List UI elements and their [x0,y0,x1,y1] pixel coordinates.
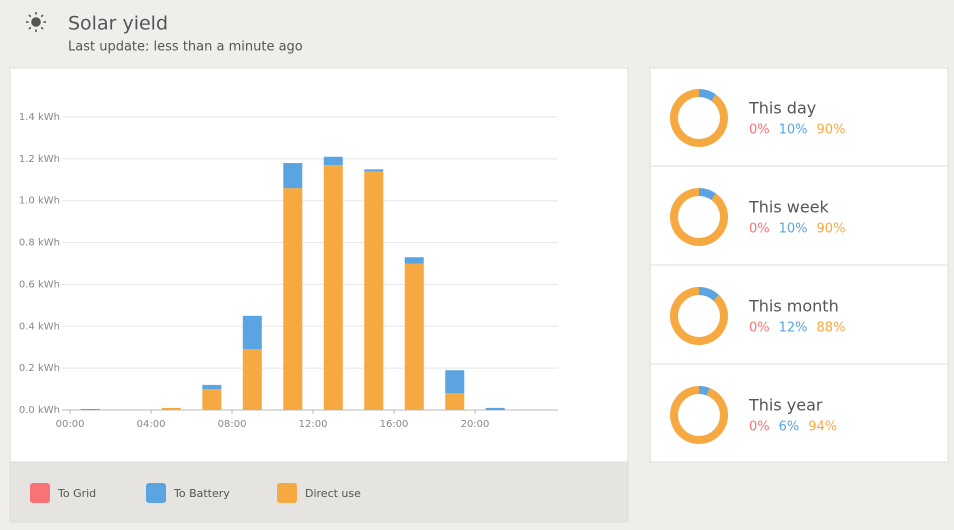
donut-segment [670,287,728,345]
percent-label: 0% [749,321,770,336]
period-label: This month [748,297,839,316]
period-label: This week [748,198,830,217]
bar-segment [404,263,424,410]
bar-segment [404,257,424,264]
donut-segment [670,89,728,147]
bar-segment [202,389,222,410]
chart-panel [9,67,629,463]
y-tick-label: 0.2 kWh [19,363,60,374]
subtitle: Last update: less than a minute ago [68,40,303,55]
y-tick-label: 0.0 kWh [19,405,60,416]
percent-label: 0% [749,222,770,237]
donut-segment [698,386,710,396]
percent-label: 90% [817,123,846,138]
x-tick-label: 08:00 [218,419,247,430]
legend-label: To Battery [173,487,230,500]
x-tick-label: 00:00 [56,419,85,430]
y-tick-label: 1.0 kWh [19,196,60,207]
donut-segment [670,386,728,444]
bar-segment [445,393,465,410]
legend-label: To Grid [57,487,96,500]
donut-segment [670,188,728,246]
percent-label: 10% [779,222,808,237]
bar-segment [323,156,343,166]
legend-swatch [277,483,297,503]
period-label: This day [748,99,816,118]
x-tick-label: 20:00 [461,419,490,430]
percent-label: 94% [808,420,837,435]
bar-segment [161,407,181,410]
page-title: Solar yield [68,13,168,35]
percent-label: 6% [779,420,800,435]
sun-icon [26,12,46,32]
period-label: This year [748,396,823,415]
bar-segment [445,370,465,394]
x-tick-label: 16:00 [380,419,409,430]
bar-segment [323,165,343,410]
bar-segment [202,384,222,390]
donut-segment [698,89,717,102]
percent-label: 88% [817,321,846,336]
bar-segment [80,408,100,410]
legend-panel [9,461,629,523]
x-tick-label: 04:00 [137,419,166,430]
y-tick-label: 1.2 kWh [19,154,60,165]
legend-swatch [30,483,50,503]
bar-segment [364,169,384,172]
bar-segment [242,315,262,350]
y-tick-label: 0.6 kWh [19,279,60,290]
percent-label: 10% [779,123,808,138]
donut-segment [698,188,717,201]
legend-swatch [146,483,166,503]
y-tick-label: 0.4 kWh [19,321,60,332]
bar-segment [485,407,505,410]
x-tick-label: 12:00 [299,419,328,430]
bar-segment [364,171,384,410]
legend-label: Direct use [305,487,361,500]
y-tick-label: 0.8 kWh [19,238,60,249]
percent-label: 0% [749,123,770,138]
bar-segment [283,188,303,410]
bar-segment [283,163,303,189]
y-tick-label: 1.4 kWh [19,112,60,123]
bar-segment [242,349,262,410]
percent-label: 90% [817,222,846,237]
donut-segment [698,287,719,301]
percent-label: 12% [779,321,808,336]
percent-label: 0% [749,420,770,435]
